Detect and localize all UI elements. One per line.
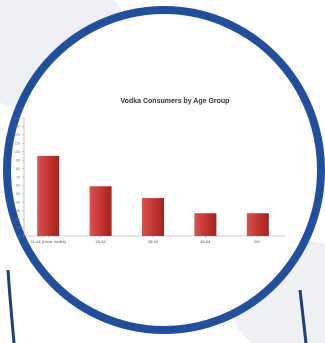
x-tick-label: 45-54 [200, 239, 211, 244]
y-tick-label: 120 [14, 133, 20, 137]
bar [246, 213, 269, 236]
chart-title: Vodka Consumers by Age Group [120, 98, 230, 105]
y-tick-label: 80 [16, 167, 20, 171]
y-tick-label: 90 [16, 158, 20, 162]
y-tick-label: 70 [16, 175, 20, 179]
y-tick-label: 140 [14, 116, 20, 120]
bar [141, 198, 165, 236]
background-edge [298, 289, 308, 343]
y-tick-label: 50 [16, 192, 20, 196]
y-tick-label: 30 [16, 209, 20, 213]
x-tick-label: 55+ [254, 239, 261, 244]
bar [194, 213, 217, 236]
x-tick-label: 35-44 [148, 239, 159, 244]
y-tick-label: 20 [16, 217, 20, 221]
y-tick-label: 130 [14, 125, 20, 129]
bar [37, 155, 60, 236]
background-edge [6, 269, 16, 343]
x-tick-label: 21-24 (Drink Vodka) [30, 239, 66, 244]
x-tick-label: 25-34 [95, 239, 106, 244]
y-tick-label: 110 [14, 142, 20, 146]
magnifier-ring [3, 6, 325, 334]
bar [89, 186, 112, 236]
y-tick-label: 0 [18, 234, 20, 238]
y-tick-label: 100 [14, 150, 20, 154]
y-tick-label: 40 [16, 201, 20, 205]
y-tick-label: 10 [16, 226, 20, 230]
y-tick-label: 60 [16, 184, 20, 188]
